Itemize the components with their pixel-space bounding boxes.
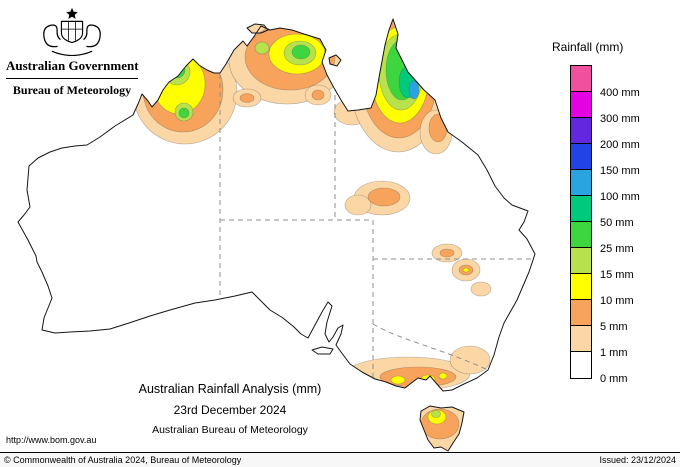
issued-text: Issued: 23/12/2024 <box>599 455 676 465</box>
map-date: 23rd December 2024 <box>173 403 287 417</box>
legend-row: 15 mm <box>570 247 675 281</box>
legend-label: 300 mm <box>600 113 640 125</box>
copyright-text: © Commonwealth of Australia 2024, Bureau… <box>4 455 242 465</box>
legend-row: 0 mm <box>570 351 675 385</box>
legend-label: 150 mm <box>600 165 640 177</box>
legend-row: 100 mm <box>570 169 675 203</box>
coastline <box>17 18 536 452</box>
legend-label: 5 mm <box>600 321 628 333</box>
legend-label: 15 mm <box>600 269 634 281</box>
state-borders <box>219 56 534 379</box>
footer-bar: © Commonwealth of Australia 2024, Bureau… <box>0 452 680 467</box>
legend-row: 300 mm <box>570 91 675 125</box>
legend-row: 10 mm <box>570 273 675 307</box>
government-title: Australian Government <box>6 58 139 79</box>
bom-url: http://www.bom.gov.au <box>6 435 97 445</box>
map-organisation: Australian Bureau of Meteorology <box>152 424 308 436</box>
legend-swatch <box>570 65 592 93</box>
rainfall-legend: Rainfall (mm) 400 mm 300 mm 200 mm 150 m… <box>552 40 675 385</box>
legend-row: 200 mm <box>570 117 675 151</box>
legend-swatch <box>570 221 592 249</box>
legend-label: 50 mm <box>600 217 634 229</box>
legend-row: 50 mm <box>570 195 675 229</box>
map-caption: Australian Rainfall Analysis (mm) 23rd D… <box>85 382 375 436</box>
legend-label: 10 mm <box>600 295 634 307</box>
header-branding: Australian Government Bureau of Meteorol… <box>6 6 139 98</box>
legend-label: 100 mm <box>600 191 640 203</box>
legend-swatch <box>570 299 592 327</box>
bureau-title: Bureau of Meteorology <box>12 83 132 97</box>
legend-label: 0 mm <box>600 373 628 385</box>
legend-title: Rainfall (mm) <box>552 40 624 54</box>
legend-swatch <box>570 195 592 223</box>
legend-swatch <box>570 91 592 119</box>
legend-swatch <box>570 325 592 353</box>
legend-swatch <box>570 169 592 197</box>
coat-of-arms-icon <box>43 7 101 56</box>
map-title: Australian Rainfall Analysis (mm) <box>138 382 322 396</box>
legend-swatch <box>570 273 592 301</box>
legend-row: 25 mm <box>570 221 675 255</box>
legend-row: 1 mm <box>570 325 675 359</box>
legend-row: 150 mm <box>570 143 675 177</box>
legend-swatch <box>570 351 592 379</box>
legend-swatch <box>570 143 592 171</box>
legend-label: 1 mm <box>600 347 628 359</box>
legend-swatch <box>570 247 592 275</box>
legend-label: 200 mm <box>600 139 640 151</box>
legend-row: 400 mm <box>570 65 675 99</box>
legend-label: 25 mm <box>600 243 634 255</box>
legend-row: 5 mm <box>570 299 675 333</box>
legend-swatch <box>570 117 592 145</box>
legend-label: 400 mm <box>600 87 640 99</box>
